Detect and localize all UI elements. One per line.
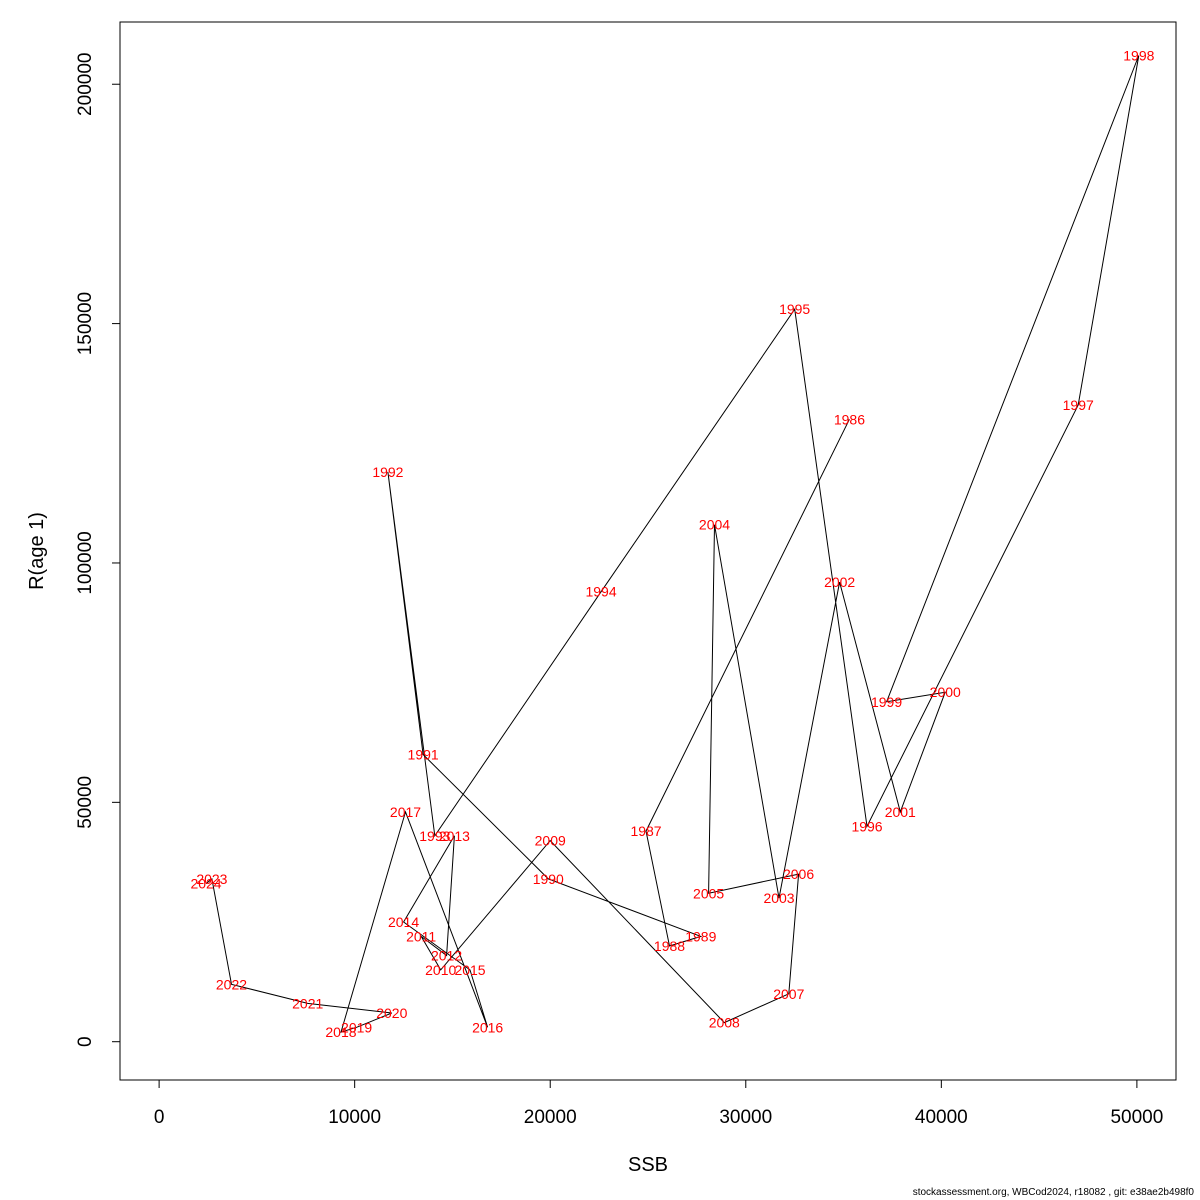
x-axis-title: SSB (628, 1154, 668, 1176)
year-label-2005: 2005 (693, 885, 724, 901)
y-tick-label: 200000 (75, 53, 96, 116)
x-tick-label: 40000 (915, 1107, 968, 1128)
year-label-1999: 1999 (871, 694, 902, 710)
year-label-2011: 2011 (406, 928, 436, 944)
year-label-1993: 1993 (419, 828, 450, 844)
year-label-1997: 1997 (1063, 397, 1094, 413)
trajectory-line (205, 55, 1140, 1033)
year-label-1989: 1989 (685, 928, 716, 944)
year-label-2004: 2004 (699, 517, 730, 533)
y-tick-label: 150000 (75, 292, 96, 355)
year-label-2014: 2014 (388, 914, 419, 930)
y-tick-label: 100000 (75, 531, 96, 594)
year-label-2006: 2006 (783, 866, 814, 882)
year-label-1991: 1991 (408, 746, 439, 762)
year-label-2013: 2013 (439, 828, 470, 844)
x-tick-label: 30000 (719, 1107, 772, 1128)
year-label-1987: 1987 (630, 823, 661, 839)
year-label-1988: 1988 (654, 938, 685, 954)
year-label-2019: 2019 (341, 1019, 372, 1035)
year-label-1990: 1990 (533, 871, 564, 887)
plot-frame (119, 21, 1177, 1081)
year-label-2021: 2021 (292, 995, 323, 1011)
x-tick-label: 10000 (328, 1107, 381, 1128)
year-label-1996: 1996 (851, 818, 882, 834)
footer-credit: stockassessment.org, WBCod2024, r18082 ,… (912, 1187, 1194, 1198)
year-label-2017: 2017 (390, 804, 421, 820)
year-label-2002: 2002 (824, 574, 855, 590)
y-tick-label: 0 (75, 1036, 96, 1047)
year-label-1998: 1998 (1123, 48, 1154, 64)
year-label-2010: 2010 (425, 962, 456, 978)
year-label-2022: 2022 (216, 976, 247, 992)
year-label-2000: 2000 (930, 684, 961, 700)
year-label-2009: 2009 (535, 833, 566, 849)
year-label-2020: 2020 (376, 1005, 407, 1021)
x-tick-label: 0 (154, 1107, 165, 1128)
x-tick-label: 20000 (524, 1107, 577, 1128)
year-label-2018: 2018 (325, 1024, 356, 1040)
year-label-2024: 2024 (190, 876, 221, 892)
x-axis: 0 10000 20000 30000 40000 50000 (154, 1079, 1163, 1128)
year-label-1992: 1992 (372, 464, 403, 480)
year-label-2008: 2008 (709, 1015, 740, 1031)
y-axis: 0 50000 100000 150000 200000 (75, 53, 121, 1047)
year-label-2016: 2016 (472, 1019, 503, 1035)
year-label-2015: 2015 (454, 962, 485, 978)
x-tick-label: 50000 (1110, 1107, 1163, 1128)
y-tick-label: 50000 (75, 776, 96, 829)
year-label-2003: 2003 (763, 890, 794, 906)
year-label-2001: 2001 (885, 804, 916, 820)
year-label-1994: 1994 (585, 584, 616, 600)
year-label-1995: 1995 (779, 301, 810, 317)
year-label-2007: 2007 (773, 986, 804, 1002)
y-axis-title: R(age 1) (26, 512, 48, 590)
year-label-2023: 2023 (196, 871, 227, 887)
year-label-1986: 1986 (834, 411, 865, 427)
year-label-2012: 2012 (431, 948, 462, 964)
